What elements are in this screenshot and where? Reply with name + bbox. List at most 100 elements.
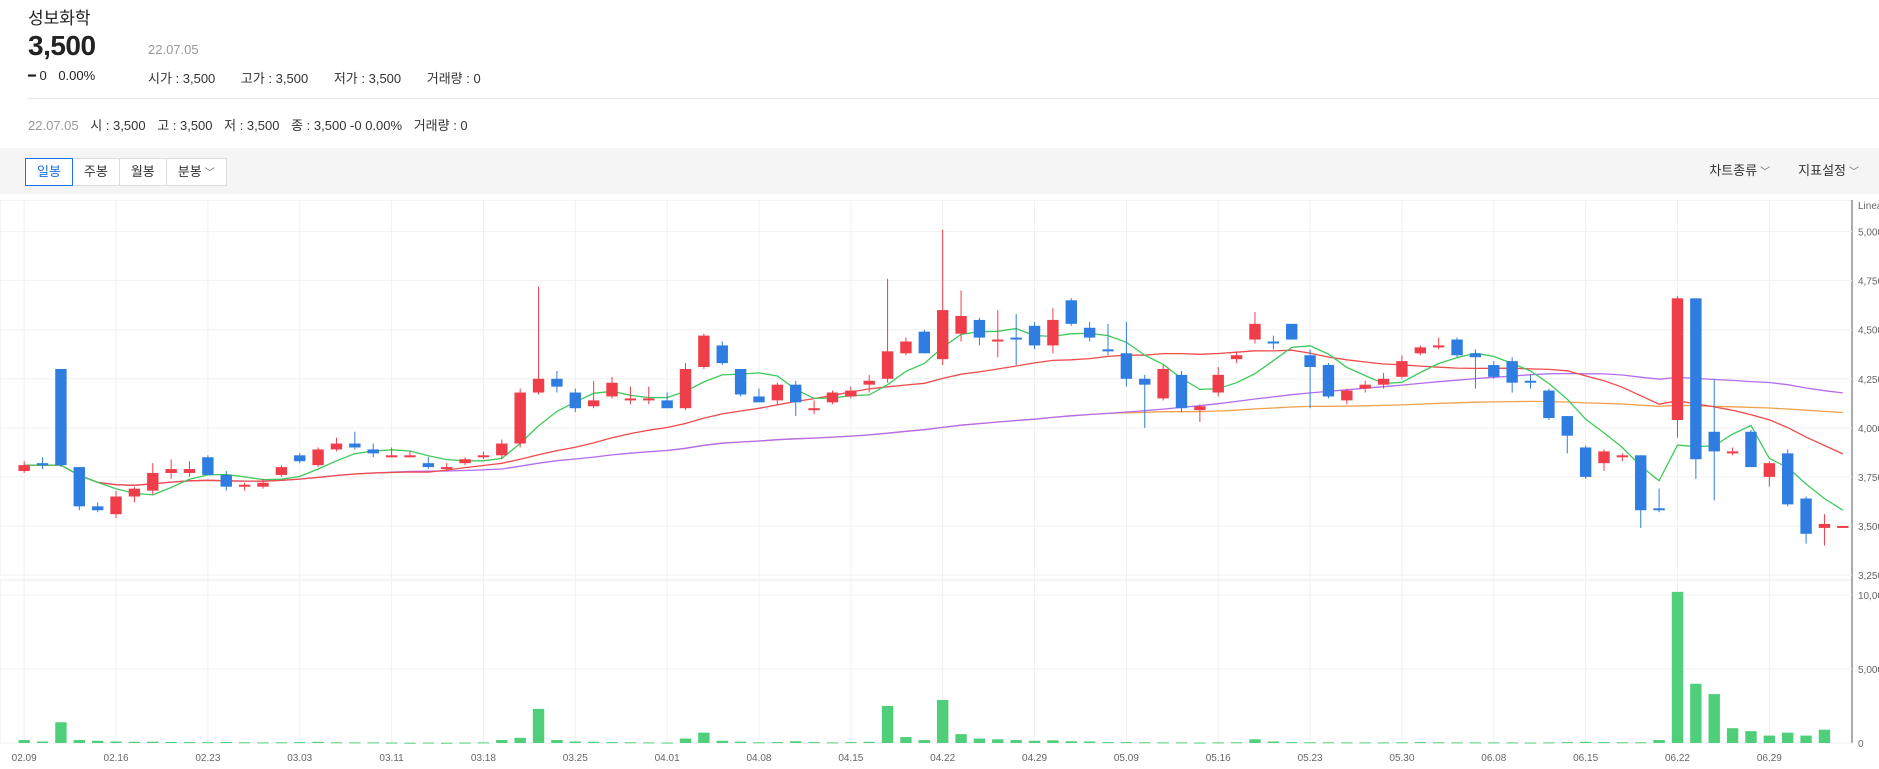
candle (1579, 447, 1592, 477)
candle (1653, 508, 1665, 511)
volume-bar (1561, 742, 1573, 744)
candle (1763, 463, 1776, 477)
candle (128, 488, 141, 497)
candle (1506, 361, 1518, 383)
scale-label: Linear (1858, 201, 1879, 212)
candle (1616, 455, 1629, 458)
volume-bar (992, 739, 1004, 743)
stock-chart[interactable]: 02.09 02.16 02.23 03.03 03.11 03.18 03.25 04.01… (0, 200, 1879, 769)
candle (1451, 339, 1463, 356)
candle (881, 351, 894, 379)
stock-name: 성보화학 (28, 9, 91, 28)
x-tick-label: 04.01 (655, 753, 680, 764)
tab-monthly[interactable]: 월봉 (118, 158, 167, 186)
x-tick-label: 06.08 (1481, 753, 1506, 764)
volume-bar (1579, 741, 1592, 743)
volume-bar (1341, 742, 1353, 744)
candle (771, 384, 784, 401)
candle (1818, 523, 1831, 528)
change-percent: 0.00% (58, 68, 96, 83)
volume-bar (1322, 742, 1335, 744)
x-tick-label: 06.29 (1757, 753, 1782, 764)
volume-bar (1414, 742, 1426, 744)
candle (477, 455, 490, 458)
y-tick-label: 4,250 (1858, 375, 1879, 386)
stat-volume: 거래량 : 0 (426, 71, 481, 86)
tab-weekly[interactable]: 주봉 (71, 158, 120, 186)
volume-bar (459, 742, 471, 744)
stat-open: 시가 : 3,500 (148, 71, 216, 86)
candle (18, 465, 30, 472)
volume-bar (441, 742, 453, 744)
candle (110, 496, 122, 515)
candle (1267, 341, 1280, 344)
volume-bar (845, 742, 857, 744)
candle (1230, 355, 1243, 360)
volume-bar (1065, 741, 1077, 743)
volume-bar (238, 742, 251, 744)
candle (385, 455, 398, 458)
volume-bar (716, 740, 728, 743)
y-tick-label: 4,000 (1858, 424, 1879, 435)
candle (1396, 361, 1408, 377)
volume-bar (679, 738, 692, 743)
stock-price: 3,500 (28, 30, 96, 61)
candle (716, 345, 728, 364)
volume-bar (1653, 740, 1665, 743)
chevron-down-icon: ﹀ (1760, 167, 1771, 178)
candle (1524, 380, 1537, 383)
volume-tick-label: 5,000,000 (1858, 665, 1879, 676)
volume-bar (1249, 739, 1261, 743)
volume-bar (1818, 729, 1831, 743)
x-tick-label: 06.22 (1665, 753, 1690, 764)
volume-bar (294, 742, 306, 744)
volume-bar (1267, 741, 1280, 743)
volume-bar (771, 742, 784, 744)
volume-bar (1708, 694, 1720, 743)
candle (808, 408, 820, 411)
x-tick-label: 02.09 (12, 753, 37, 764)
tab-daily[interactable]: 일봉 (25, 158, 73, 186)
candle (1488, 365, 1500, 377)
candle (1028, 325, 1041, 346)
ma20-line (24, 349, 1844, 486)
candle (1598, 451, 1610, 464)
candle (1102, 349, 1114, 352)
candle (1065, 300, 1077, 324)
x-tick-label: 03.25 (563, 753, 588, 764)
volume-bar (1230, 742, 1243, 744)
candle (257, 482, 269, 487)
ohlc-close: 종 : 3,500 -0 0.00% (291, 118, 403, 133)
ohlc-low: 저 : 3,500 (224, 118, 280, 133)
volume-bar (367, 742, 379, 744)
volume-bar (643, 742, 655, 744)
x-tick-label: 04.22 (930, 753, 955, 764)
volume-bar (1451, 742, 1463, 744)
candle (1745, 431, 1757, 468)
y-tick-label: 3,750 (1858, 473, 1879, 484)
volume-bar (1432, 742, 1445, 744)
chart-type-label: 차트종류 (1709, 163, 1758, 178)
ma5-line (24, 327, 1844, 511)
x-tick-label: 02.16 (104, 753, 129, 764)
candle (1543, 390, 1555, 419)
candle (496, 443, 508, 456)
stat-low: 저가 : 3,500 (333, 71, 402, 86)
candle (422, 463, 435, 468)
candle (1083, 327, 1096, 338)
candle (1047, 319, 1059, 346)
indicator-settings-dropdown[interactable]: 지표설정 ﹀ (1798, 158, 1859, 186)
indicator-label: 지표설정 (1798, 163, 1846, 178)
volume-bar (422, 742, 435, 744)
volume-bar (1120, 742, 1133, 744)
candle (551, 378, 563, 387)
candle (1377, 378, 1390, 385)
x-tick-label: 05.16 (1206, 753, 1231, 764)
candle (1010, 337, 1022, 340)
volume-bar (1506, 742, 1518, 744)
tab-minute[interactable]: 분봉 ﹀ (165, 158, 227, 186)
volume-bar (863, 741, 875, 743)
chart-type-dropdown[interactable]: 차트종류 ﹀ (1709, 158, 1770, 186)
volume-bar (1157, 742, 1169, 744)
volume-bar (973, 738, 986, 743)
